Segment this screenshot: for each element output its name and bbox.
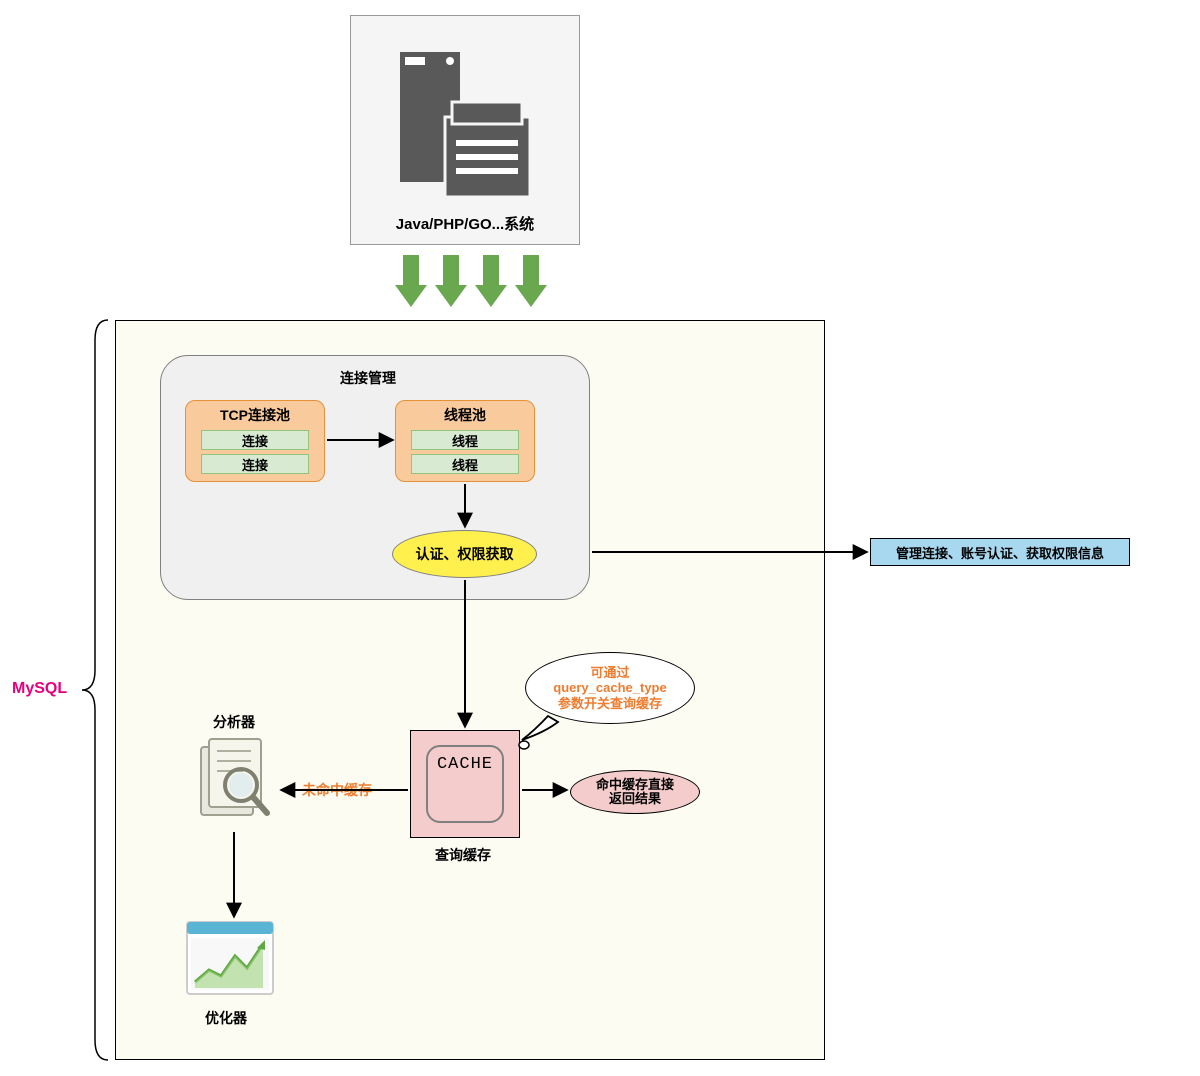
thread-item-0: 线程 [411, 430, 519, 450]
analyzer-icon-wrap [195, 735, 275, 832]
cache-hit-ellipse: 命中缓存直接 返回结果 [570, 770, 700, 814]
tcp-pool-title: TCP连接池 [220, 405, 290, 425]
cache-inner-text: CACHE [437, 755, 493, 774]
analyzer-icon [195, 735, 275, 827]
auth-ellipse: 认证、权限获取 [392, 530, 537, 578]
tcp-item-1: 连接 [201, 454, 309, 474]
cache-tip-1: 可通过 [590, 665, 629, 681]
auth-text: 认证、权限获取 [416, 544, 514, 564]
thread-pool-title: 线程池 [444, 405, 486, 425]
optimizer-label: 优化器 [205, 1008, 247, 1028]
cache-tip-3: 参数开关查询缓存 [558, 696, 662, 712]
cache-box: CACHE [410, 730, 520, 838]
cache-label: 查询缓存 [435, 845, 491, 865]
annotation-text: 管理连接、账号认证、获取权限信息 [870, 538, 1130, 566]
cache-tip-bubble: 可通过 query_cache_type 参数开关查询缓存 [525, 652, 695, 724]
server-icon [390, 42, 540, 207]
cache-tip-2: query_cache_type [553, 680, 666, 696]
diagram-canvas: Java/PHP/GO...系统 MySQL 连接管理 TCP连接池 连接 连接… [0, 0, 1200, 1076]
analyzer-label: 分析器 [213, 712, 255, 732]
optimizer-icon [185, 920, 275, 1000]
cache-hit-line1: 命中缓存直接 [596, 778, 674, 792]
tcp-pool-box: TCP连接池 连接 连接 [185, 400, 325, 482]
thread-item-1: 线程 [411, 454, 519, 474]
client-label: Java/PHP/GO...系统 [396, 213, 534, 234]
miss-label: 未命中缓存 [302, 780, 372, 800]
cache-inner: CACHE [426, 745, 504, 823]
tcp-item-0: 连接 [201, 430, 309, 450]
conn-mgmt-title: 连接管理 [340, 368, 396, 388]
optimizer-icon-wrap [185, 920, 275, 1005]
thread-pool-box: 线程池 线程 线程 [395, 400, 535, 482]
mysql-side-title: MySQL [12, 680, 67, 698]
green-arrows-group [395, 255, 575, 316]
cache-hit-line2: 返回结果 [609, 792, 661, 806]
client-box: Java/PHP/GO...系统 [350, 15, 580, 245]
